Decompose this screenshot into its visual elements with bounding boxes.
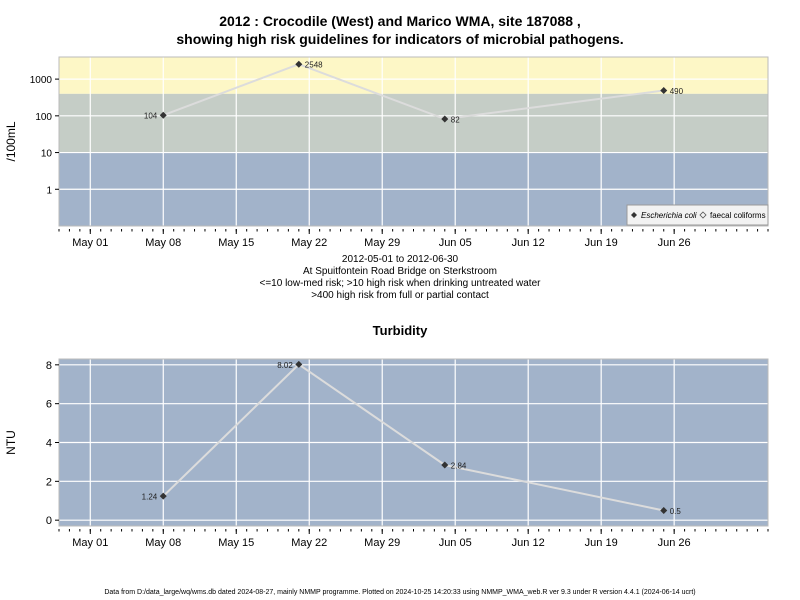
- y-tick-label: 1000: [30, 75, 53, 86]
- x-tick-label: May 08: [145, 537, 181, 549]
- series-line: [162, 363, 664, 512]
- x-tick-label: May 08: [145, 237, 181, 249]
- data-point: [660, 86, 668, 94]
- data-label: 0.5: [670, 507, 682, 516]
- chart-caption-site: At Spuitfontein Road Bridge on Sterkstro…: [303, 266, 497, 277]
- data-label: 82: [451, 115, 460, 124]
- x-tick-label: May 15: [218, 237, 254, 249]
- legend-faecal-label: faecal coliforms: [710, 211, 766, 220]
- y-tick-label: 100: [35, 112, 52, 123]
- x-tick-label: Jun 26: [658, 537, 691, 549]
- y-tick-label: 2: [46, 476, 52, 488]
- chart-caption-high-risk: >400 high risk from full or partial cont…: [311, 290, 489, 301]
- data-label: 8.02: [277, 361, 293, 370]
- legend-ecoli-label: Escherichia coli: [641, 211, 697, 220]
- x-tick-label: May 01: [72, 237, 108, 249]
- data-point: [159, 111, 167, 119]
- y-tick-label: 4: [46, 438, 52, 450]
- legend-box: [626, 204, 769, 226]
- x-tick-label: May 22: [291, 237, 327, 249]
- y-tick-label: 1: [46, 185, 52, 196]
- chart-title-line1: 2012 : Crocodile (West) and Marico WMA, …: [219, 13, 581, 29]
- x-tick-label: May 15: [218, 537, 254, 549]
- y-axis-label: /100mL: [4, 121, 18, 161]
- microbial-chart: 1 10 100 1000/100mL May 01 May 08 May 15 May 22…: [4, 56, 769, 249]
- series-line: [162, 63, 664, 121]
- footer-note: Data from D:/data_large/wq/wms.db dated …: [104, 589, 696, 596]
- x-tick-label: Jun 12: [512, 537, 545, 549]
- data-point: [441, 115, 449, 123]
- data-label: 104: [144, 112, 158, 121]
- y-tick-label: 10: [41, 149, 53, 160]
- data-point: [295, 360, 303, 368]
- data-label: 1.24: [142, 493, 158, 502]
- data-point: [660, 506, 668, 514]
- chart-caption-date-range: 2012-05-01 to 2012-06-30: [341, 254, 459, 265]
- y-axis-label: NTU: [4, 430, 18, 455]
- x-tick-label: May 01: [72, 537, 108, 549]
- x-tick-label: Jun 05: [439, 237, 472, 249]
- x-tick-label: May 22: [291, 537, 327, 549]
- y-tick-label: 0: [46, 515, 52, 527]
- x-tick-label: Jun 19: [585, 537, 618, 549]
- x-tick-label: Jun 19: [585, 237, 618, 249]
- y-tick-label: 8: [46, 360, 52, 372]
- legend-ecoli-marker: [631, 212, 637, 218]
- data-point: [159, 492, 167, 500]
- x-tick-label: May 29: [364, 237, 400, 249]
- risk-band-2: [59, 57, 768, 94]
- legend-faecal-marker: [699, 211, 707, 219]
- x-tick-label: May 29: [364, 537, 400, 549]
- chart-title-line2: showing high risk guidelines for indicat…: [176, 31, 624, 47]
- data-point: [441, 461, 449, 469]
- turbidity-title: Turbidity: [372, 323, 428, 338]
- chart-caption-low-risk: <=10 low-med risk; >10 high risk when dr…: [259, 278, 541, 289]
- data-point: [295, 60, 303, 68]
- data-label: 2548: [305, 61, 323, 70]
- x-tick-label: Jun 12: [512, 237, 545, 249]
- x-tick-label: Jun 05: [439, 537, 472, 549]
- y-tick-label: 6: [46, 399, 52, 411]
- x-tick-label: Jun 26: [658, 237, 691, 249]
- data-label: 490: [670, 87, 684, 96]
- risk-band-1: [59, 93, 768, 153]
- plot-frame: [58, 56, 769, 227]
- data-label: 2.84: [451, 462, 467, 471]
